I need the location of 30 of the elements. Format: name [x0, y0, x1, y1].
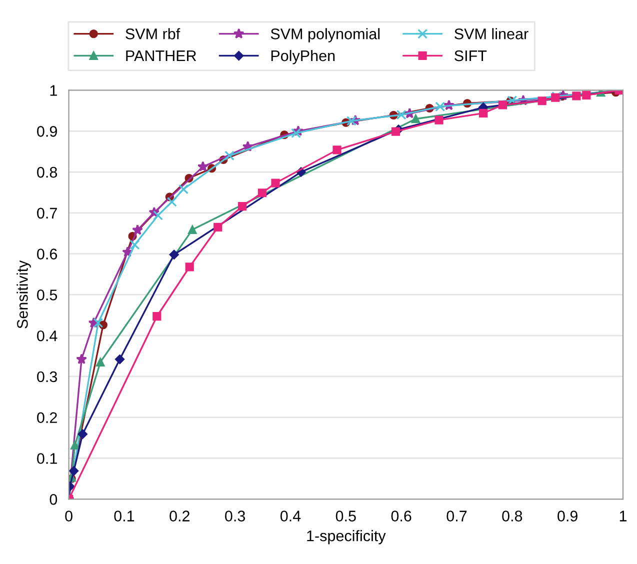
legend-label: SIFT: [454, 50, 487, 62]
x-tick-label: 0.6: [391, 510, 412, 522]
y-tick-label: 0.3: [37, 371, 58, 382]
x-tick-label: 0.8: [502, 510, 522, 522]
legend-label: PANTHER: [126, 50, 196, 62]
x-axis-title: 1-specificity: [307, 530, 386, 544]
y-tick-label: 0.4: [37, 330, 58, 342]
y-tick-label: 0.8: [37, 166, 58, 178]
y-tick-label: 0.6: [37, 248, 58, 260]
legend-label: SVM polynomial: [270, 28, 380, 42]
y-tick-label: 0.9: [37, 126, 57, 137]
x-tick-label: 0.9: [558, 510, 578, 522]
legend-label: SVM linear: [454, 28, 528, 40]
x-tick-label: 0.3: [225, 510, 245, 522]
x-tick-label: 0.2: [170, 510, 190, 522]
x-tick-label: 0.4: [280, 510, 301, 522]
x-tick-label: 0.5: [336, 510, 356, 522]
legend-label: SVM rbf: [126, 28, 180, 40]
x-tick-label: 0.7: [446, 510, 467, 522]
x-tick-label: 0: [65, 510, 72, 522]
x-tick-label: 0.1: [114, 510, 134, 522]
y-tick-label: 0.1: [37, 453, 57, 464]
y-tick-label: 0.5: [37, 290, 58, 300]
y-axis-title: Sensitivity: [16, 260, 31, 328]
y-tick-label: 0: [50, 494, 58, 505]
x-tick-label: 1: [620, 510, 626, 522]
y-tick-label: 1: [50, 85, 57, 96]
y-tick-label: 0.2: [37, 412, 57, 424]
y-tick-label: 0.7: [37, 208, 57, 219]
legend-label: PolyPhen: [271, 50, 335, 64]
